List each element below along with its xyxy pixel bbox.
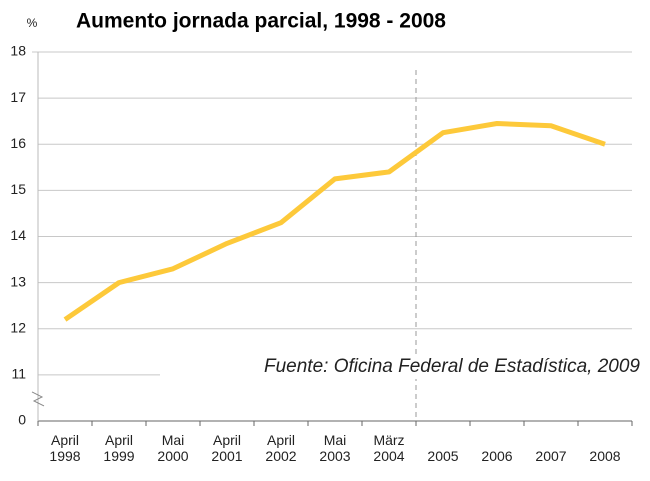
x-tick-label-line: 2007 bbox=[535, 448, 566, 464]
x-tick-label-line: 2006 bbox=[481, 448, 512, 464]
x-tick-label-line: 2002 bbox=[265, 448, 296, 464]
y-unit: % bbox=[27, 16, 38, 30]
x-tick-label-line: Mai bbox=[162, 432, 185, 448]
x-tick-label-line: 1999 bbox=[103, 448, 134, 464]
y-tick-label: 13 bbox=[10, 273, 26, 289]
y-tick-label: 14 bbox=[10, 227, 26, 243]
x-tick-label-line: Mai bbox=[324, 432, 347, 448]
y-tick-label: 0 bbox=[18, 412, 26, 428]
y-tick-label: 11 bbox=[11, 366, 26, 382]
x-tick-label: April 1998 bbox=[49, 432, 80, 464]
x-tick-label: April 2001 bbox=[211, 432, 242, 464]
x-tick-label-line: April bbox=[105, 432, 133, 448]
axis-break bbox=[31, 391, 45, 407]
x-tick-label-line: April bbox=[213, 432, 241, 448]
x-tick-label: Mai 2000 bbox=[157, 432, 188, 464]
y-tick-label: 12 bbox=[10, 319, 26, 335]
x-tick-label: April 1999 bbox=[103, 432, 134, 464]
x-tick-label-line: 2003 bbox=[319, 448, 350, 464]
x-tick-label-line: 2000 bbox=[157, 448, 188, 464]
chart-title: Aumento jornada parcial, 1998 - 2008 bbox=[76, 10, 446, 33]
x-tick-label: Mai 2003 bbox=[319, 432, 350, 464]
x-tick-label-line: 2001 bbox=[211, 448, 242, 464]
x-tick-label: 2005 bbox=[427, 448, 458, 464]
annotation-bg bbox=[160, 355, 640, 379]
x-tick-label-line: 2008 bbox=[589, 448, 620, 464]
y-tick-label: 18 bbox=[10, 43, 26, 59]
x-tick-label-line: 1998 bbox=[49, 448, 80, 464]
x-tick-label: April 2002 bbox=[265, 432, 296, 464]
y-tick-label: 17 bbox=[10, 89, 26, 105]
x-tick-label-line: 2004 bbox=[373, 448, 404, 464]
annotation: Fuente: Oficina Federal de Estadística, … bbox=[264, 356, 640, 377]
y-tick-label: 15 bbox=[10, 181, 26, 197]
y-tick-label: 16 bbox=[10, 135, 26, 151]
x-tick-label: März 2004 bbox=[373, 432, 404, 464]
x-tick-label-line: März bbox=[373, 432, 404, 448]
x-tick-label: 2008 bbox=[589, 448, 620, 464]
x-tick-label-line: 2005 bbox=[427, 448, 458, 464]
x-tick-label: 2006 bbox=[481, 448, 512, 464]
data-line bbox=[63, 120, 606, 322]
x-tick-label-line: April bbox=[267, 432, 295, 448]
x-tick-label: 2007 bbox=[535, 448, 566, 464]
x-tick-label-line: April bbox=[51, 432, 79, 448]
